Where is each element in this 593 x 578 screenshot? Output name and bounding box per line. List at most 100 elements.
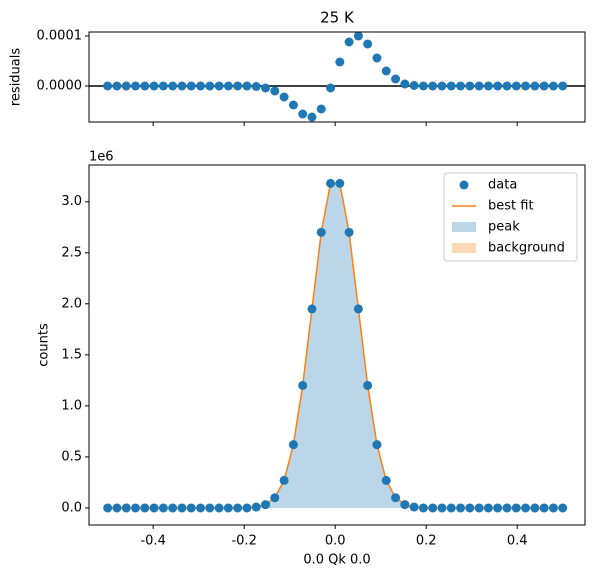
data-point [493,81,503,91]
panel: 0.0000 0.0001 25 K residuals [9,9,586,126]
data-point [409,81,419,90]
data-point [558,503,568,513]
legend-label: data [488,178,517,193]
legend-marker [459,180,469,190]
data-point [168,503,178,513]
y-tick-label: 2.0 [61,296,82,311]
data-point [483,503,493,513]
data-point [418,503,428,513]
data-point [326,83,336,93]
x-tick-label: 0.4 [507,534,528,549]
data-point [428,503,438,513]
data-point [158,81,168,91]
x-tick-label: -0.2 [231,534,256,549]
data-point [353,304,363,314]
data-point [493,503,503,513]
data-point [474,503,484,513]
data-point [474,81,484,91]
data-point [307,304,317,314]
offset-label: 1e6 [89,150,114,165]
data-point [400,79,410,89]
data-point [205,81,215,91]
x-tick-label: 0.0 [325,534,346,549]
y-tick-label: 3.0 [61,194,82,209]
data-point [103,503,113,513]
data-point [446,81,456,91]
x-axis-label: 0.0 Qk 0.0 [303,553,370,568]
data-point [428,81,438,91]
y-tick-label: 1.5 [61,347,82,362]
data-point [511,503,521,513]
data-point [140,503,150,513]
chart-title: 25 K [320,9,355,27]
data-point [121,503,131,513]
legend-marker [452,222,476,232]
data-point [530,81,540,91]
data-point [381,66,391,76]
data-point [344,227,354,237]
data-point [223,81,233,91]
data-point [353,31,363,41]
data-point [446,503,456,513]
data-point [121,81,131,91]
y-tick-label: 1.0 [61,398,82,413]
data-point [391,493,401,503]
x-tick-label: -0.4 [140,534,165,549]
data-point [196,503,206,513]
data-point [279,475,289,485]
data-point [483,81,493,91]
data-point [335,178,345,188]
data-point [196,81,206,91]
data-point [251,502,261,512]
y-tick-label: 0.0001 [37,29,83,44]
data-point [502,81,512,91]
data-point [140,81,150,91]
data-point [131,503,141,513]
y-tick-label: 0.0 [61,500,82,515]
data-point [261,83,271,93]
legend-label: background [488,241,565,256]
data-point [465,503,475,513]
data-point [242,81,252,91]
data-point [502,503,512,513]
data-point [539,503,549,513]
area [107,183,563,508]
y-axis-label: counts [37,323,52,367]
data-point [186,81,196,91]
data-point [418,81,428,91]
data-point [242,503,252,513]
data-point [307,112,317,122]
data-point [400,500,410,510]
data-point [381,475,391,485]
data-point [391,74,401,84]
data-point [363,39,373,49]
data-point [177,81,187,91]
data-point [112,503,122,513]
data-point [261,500,271,510]
data-point [372,53,382,63]
data-point [456,81,466,91]
legend-label: best fit [488,199,534,214]
data-point [270,86,280,96]
y-tick-label: 2.5 [61,245,82,260]
data-point [233,81,243,91]
data-point [521,81,531,91]
data-point [548,503,558,513]
data-point [214,503,224,513]
data-point [279,92,289,102]
data-point [223,503,233,513]
data-point [168,81,178,91]
data-point [437,503,447,513]
data-point [288,440,298,450]
data-point [530,503,540,513]
data-point [131,81,141,91]
data-point [465,81,475,91]
data-point [363,380,373,390]
data-point [177,503,187,513]
data-point [344,37,354,47]
axes-frame [88,164,586,526]
data-point [437,81,447,91]
data-point [456,503,466,513]
data-point [214,81,224,91]
